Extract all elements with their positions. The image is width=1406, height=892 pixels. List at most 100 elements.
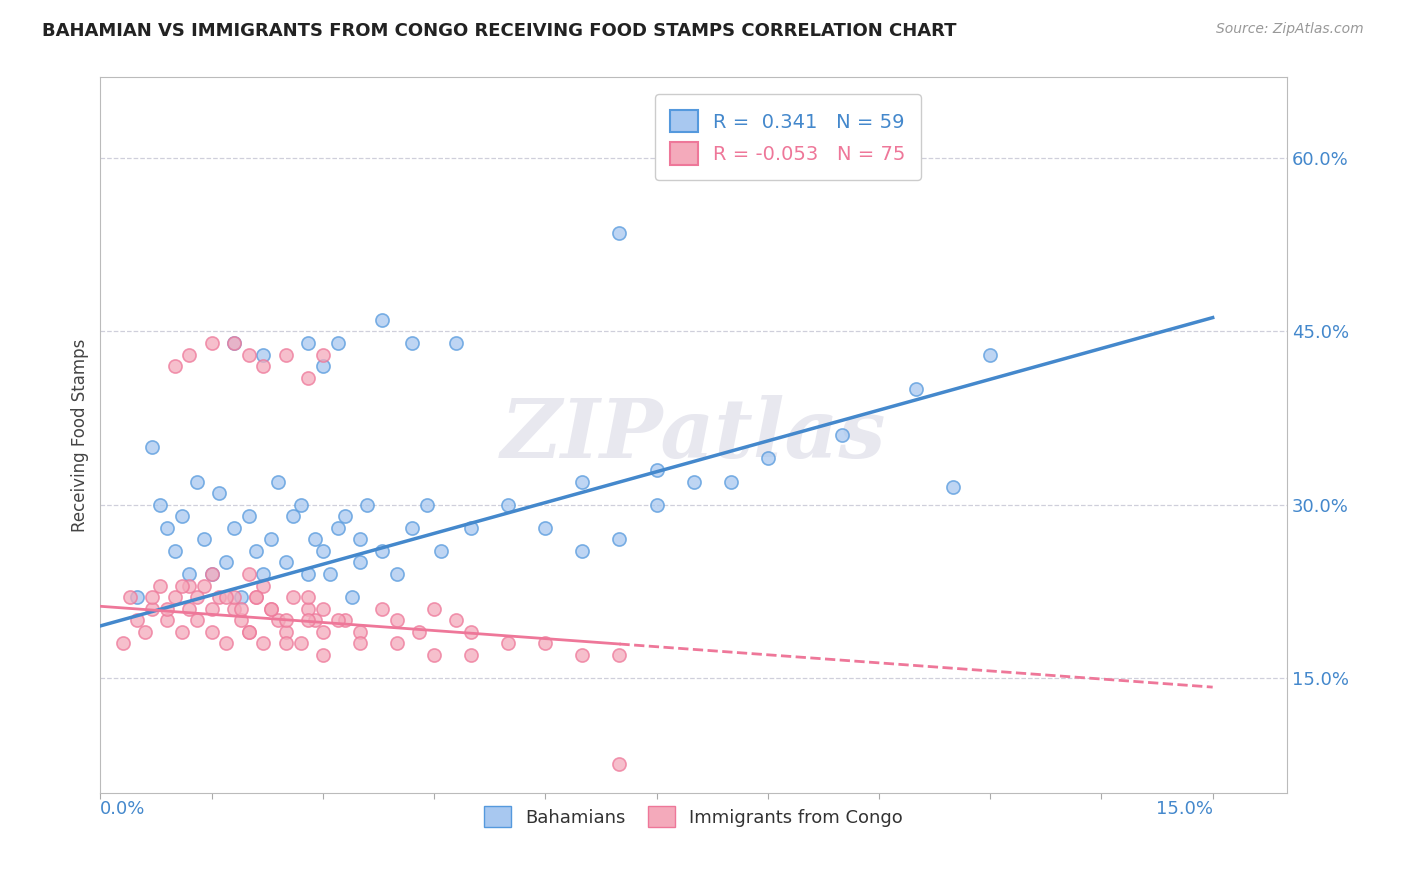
Point — [118, 590, 141, 604]
Point — [200, 624, 222, 639]
Point — [274, 624, 297, 639]
Point — [496, 636, 519, 650]
Point — [274, 347, 297, 361]
Point — [200, 566, 222, 581]
Point — [208, 486, 231, 500]
Point — [179, 578, 201, 592]
Point — [267, 475, 290, 489]
Point — [141, 590, 163, 604]
Point — [312, 648, 335, 662]
Point — [297, 613, 319, 627]
Point — [200, 336, 222, 351]
Point — [179, 347, 201, 361]
Point — [423, 648, 446, 662]
Point — [297, 336, 319, 351]
Point — [163, 590, 186, 604]
Point — [460, 521, 482, 535]
Point — [222, 336, 245, 351]
Point — [274, 636, 297, 650]
Point — [193, 533, 215, 547]
Point — [312, 359, 335, 373]
Point — [446, 336, 468, 351]
Point — [186, 613, 208, 627]
Point — [304, 533, 326, 547]
Point — [231, 613, 253, 627]
Point — [460, 624, 482, 639]
Point — [238, 509, 260, 524]
Point — [415, 498, 437, 512]
Point — [682, 475, 704, 489]
Point — [170, 509, 193, 524]
Point — [326, 521, 349, 535]
Point — [274, 556, 297, 570]
Point — [290, 636, 312, 650]
Point — [208, 590, 231, 604]
Point — [371, 544, 394, 558]
Point — [231, 590, 253, 604]
Point — [274, 613, 297, 627]
Point — [297, 566, 319, 581]
Point — [156, 613, 179, 627]
Point — [134, 624, 156, 639]
Point — [267, 613, 290, 627]
Point — [215, 590, 238, 604]
Point — [283, 509, 305, 524]
Point — [333, 613, 356, 627]
Point — [297, 601, 319, 615]
Point — [756, 451, 779, 466]
Point — [371, 313, 394, 327]
Point — [245, 590, 267, 604]
Y-axis label: Receiving Food Stamps: Receiving Food Stamps — [72, 339, 89, 533]
Point — [260, 601, 283, 615]
Point — [215, 636, 238, 650]
Text: Source: ZipAtlas.com: Source: ZipAtlas.com — [1216, 22, 1364, 37]
Point — [141, 601, 163, 615]
Point — [312, 544, 335, 558]
Point — [371, 601, 394, 615]
Point — [401, 336, 423, 351]
Point — [942, 480, 965, 494]
Point — [979, 347, 1001, 361]
Point — [319, 566, 342, 581]
Point — [356, 498, 378, 512]
Point — [423, 601, 446, 615]
Point — [297, 590, 319, 604]
Point — [446, 613, 468, 627]
Point — [342, 590, 364, 604]
Point — [349, 624, 371, 639]
Point — [609, 227, 631, 241]
Point — [571, 475, 593, 489]
Text: ZIPatlas: ZIPatlas — [501, 395, 886, 475]
Point — [283, 590, 305, 604]
Point — [179, 566, 201, 581]
Point — [186, 475, 208, 489]
Point — [238, 566, 260, 581]
Point — [222, 521, 245, 535]
Point — [408, 624, 430, 639]
Point — [645, 498, 668, 512]
Point — [127, 590, 149, 604]
Point — [260, 601, 283, 615]
Point — [349, 533, 371, 547]
Point — [290, 498, 312, 512]
Text: BAHAMIAN VS IMMIGRANTS FROM CONGO RECEIVING FOOD STAMPS CORRELATION CHART: BAHAMIAN VS IMMIGRANTS FROM CONGO RECEIV… — [42, 22, 956, 40]
Point — [609, 533, 631, 547]
Point — [333, 509, 356, 524]
Point — [193, 578, 215, 592]
Point — [609, 757, 631, 772]
Point — [245, 544, 267, 558]
Point — [163, 359, 186, 373]
Point — [312, 347, 335, 361]
Point — [149, 578, 172, 592]
Point — [385, 636, 408, 650]
Text: 0.0%: 0.0% — [100, 800, 146, 818]
Point — [260, 533, 283, 547]
Legend: Bahamians, Immigrants from Congo: Bahamians, Immigrants from Congo — [477, 799, 910, 834]
Point — [401, 521, 423, 535]
Point — [385, 613, 408, 627]
Point — [127, 613, 149, 627]
Point — [252, 578, 274, 592]
Point — [200, 601, 222, 615]
Point — [534, 521, 557, 535]
Point — [156, 601, 179, 615]
